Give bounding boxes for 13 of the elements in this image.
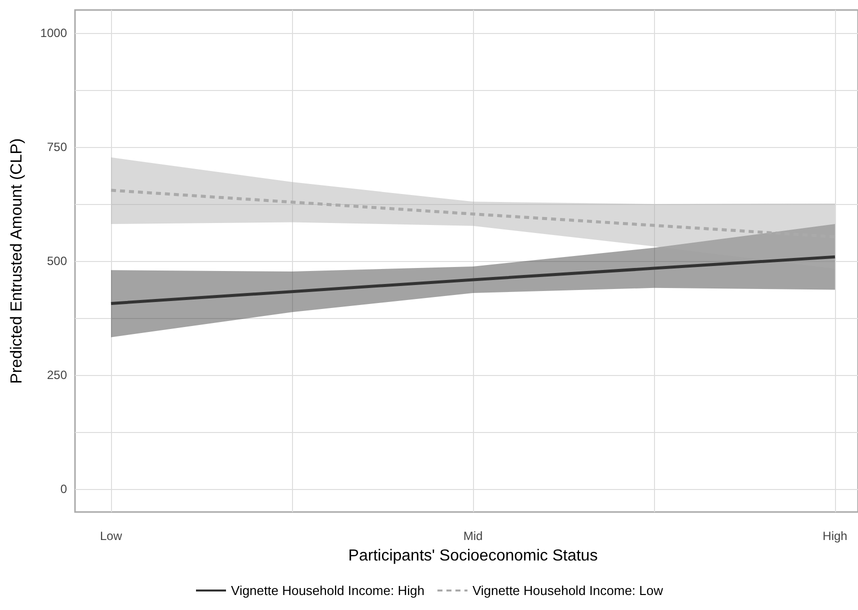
line-series (110, 255, 836, 305)
x-tick-label: Low (100, 529, 122, 543)
x-axis-title: Participants' Socioeconomic Status (348, 548, 598, 564)
y-tick-label: 250 (46, 368, 68, 382)
legend-label: Vignette Household Income: High (231, 583, 424, 598)
x-tick-label: High (822, 529, 848, 543)
y-tick-label: 1000 (40, 26, 68, 40)
y-tick-label: 0 (60, 482, 68, 496)
legend-label: Vignette Household Income: Low (472, 583, 664, 598)
y-tick-label: 750 (46, 140, 68, 154)
y-axis-title: Predicted Entrusted Amount (CLP) (8, 138, 26, 384)
y-tick-label: 500 (46, 254, 68, 268)
x-tick-label: Mid (463, 529, 483, 543)
